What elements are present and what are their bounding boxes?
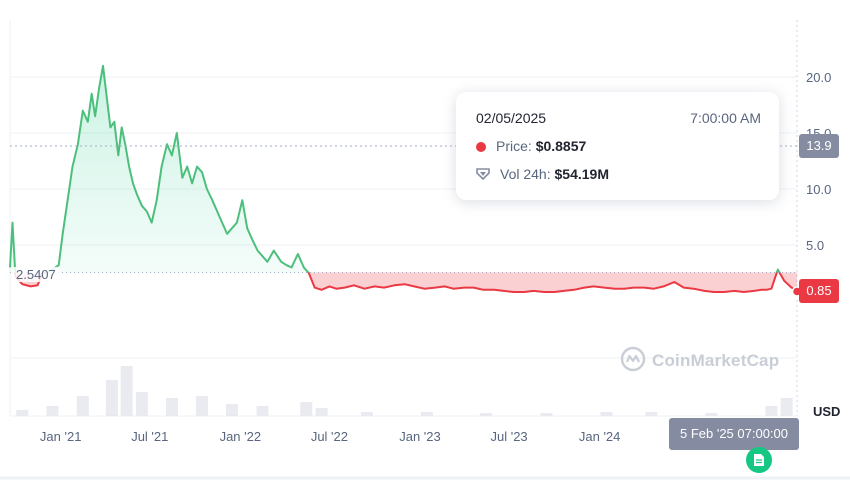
volume-bar [225, 404, 238, 416]
x-tick-label: Jan '23 [399, 429, 441, 444]
y-tick-label: 20.0 [806, 70, 831, 85]
x-tick-label: Jan '21 [40, 429, 82, 444]
crosshair-price-badge: 13.9 [799, 134, 839, 158]
line-above-baseline [9, 64, 781, 273]
volume-bar [420, 412, 433, 416]
watermark-text: CoinMarketCap [652, 351, 780, 370]
volume-bar [195, 396, 208, 416]
x-axis: Jan '21 Jul '21 Jan '22 Jul '22 Jan '23 Jul '… [40, 429, 620, 444]
price-tooltip: 02/05/2025 7:00:00 AM Price: $0.8857 Vol… [456, 92, 779, 200]
volume-bar [76, 396, 89, 416]
watermark: CoinMarketCap [620, 346, 779, 372]
currency-label: USD [813, 404, 841, 419]
grid [0, 20, 850, 480]
price-dot-icon [476, 142, 486, 152]
x-tick-label: Jan '24 [579, 429, 621, 444]
y-axis: 5.010.015.020.0 [806, 70, 831, 253]
volume-bars [16, 366, 793, 416]
baseline-price-label: 2.5407 [13, 267, 59, 282]
line-below-baseline [14, 272, 798, 293]
volume-bar [765, 406, 778, 416]
tooltip-price-value: $0.8857 [535, 138, 587, 154]
tooltip-volume-label: Vol 24h: [500, 166, 551, 182]
volume-bar [540, 413, 553, 416]
volume-bar [16, 410, 29, 416]
x-tick-label: Jul '23 [490, 429, 527, 444]
x-tick-label: Jul '21 [131, 429, 168, 444]
y-tick-label: 10.0 [806, 182, 831, 197]
tooltip-time: 7:00:00 AM [690, 110, 761, 126]
tooltip-date: 02/05/2025 [476, 110, 547, 126]
volume-bar [705, 413, 718, 416]
notes-icon[interactable] [746, 447, 772, 473]
tooltip-price-label: Price: [496, 138, 532, 154]
volume-bar [46, 406, 59, 416]
volume-bar [600, 412, 613, 416]
volume-bar [360, 412, 373, 416]
crosshair-time-badge: 5 Feb '25 07:00:00 [669, 418, 799, 450]
volume-bar [120, 366, 133, 416]
x-tick-label: Jan '22 [220, 429, 262, 444]
volume-bar [300, 402, 313, 416]
y-tick-label: 5.0 [806, 238, 824, 253]
volume-bar [135, 392, 148, 416]
volume-bar [645, 412, 658, 416]
tooltip-price-row: Price: $0.8857 [476, 138, 586, 154]
volume-bar [479, 413, 492, 416]
volume-bar [315, 408, 328, 416]
coinmarketcap-logo-icon [620, 346, 646, 372]
volume-bar [105, 380, 118, 416]
volume-bar [780, 398, 793, 416]
x-tick-label: Jul '22 [311, 429, 348, 444]
current-price-badge: 0.85 [799, 279, 839, 303]
volume-shield-icon [476, 168, 490, 180]
area-above-baseline [10, 65, 797, 273]
volume-bar [256, 406, 269, 416]
tooltip-volume-value: $54.19M [554, 166, 609, 182]
tooltip-volume-row: Vol 24h: $54.19M [476, 166, 609, 182]
price-line [9, 64, 798, 293]
volume-bar [165, 398, 178, 416]
